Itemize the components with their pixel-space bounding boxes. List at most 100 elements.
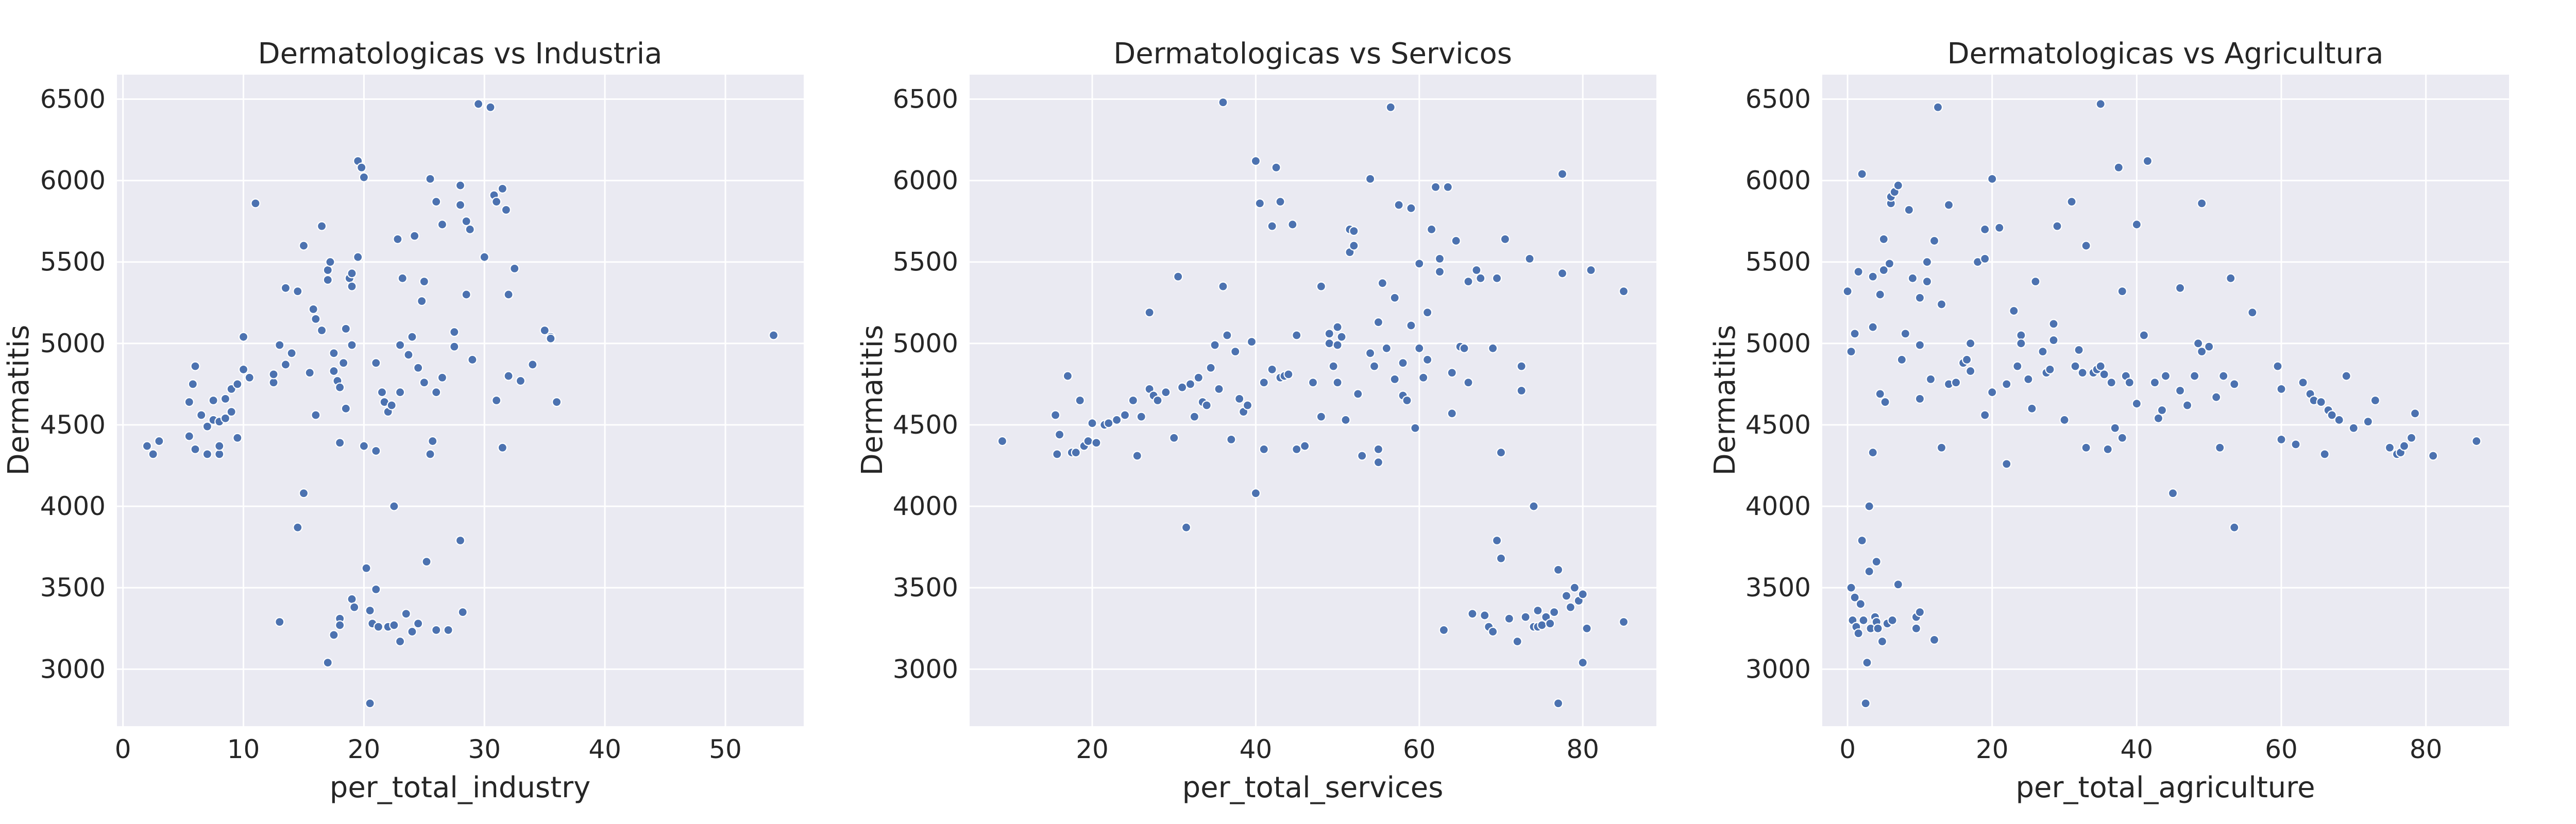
scatter-point <box>1965 366 1976 376</box>
scatter-point <box>437 372 448 383</box>
scatter-point <box>1427 224 1437 235</box>
scatter-point <box>1365 174 1376 184</box>
scatter-point <box>2023 374 2033 384</box>
scatter-point <box>1398 358 1408 368</box>
scatter-point <box>1328 361 1338 371</box>
scatter-point <box>1476 273 1486 283</box>
scatter-point <box>492 395 502 406</box>
scatter-point <box>1565 602 1575 612</box>
scatter-point <box>515 375 526 386</box>
x-tick-label: 10 <box>227 734 260 764</box>
scatter-point <box>208 395 218 406</box>
scatter-point <box>1618 286 1629 297</box>
scatter-point <box>323 658 333 668</box>
scatter-point <box>503 289 514 300</box>
scatter-point <box>425 174 435 184</box>
y-tick-label: 3500 <box>1745 573 1811 603</box>
scatter-point <box>1332 340 1343 350</box>
scatter-point <box>510 263 520 273</box>
scatter-point <box>1451 235 1461 246</box>
scatter-point <box>2117 286 2127 297</box>
scatter-point <box>1054 430 1065 440</box>
scatter-point <box>492 197 502 207</box>
scatter-point <box>275 616 285 627</box>
scatter-point <box>1850 592 1860 603</box>
scatter-point <box>1549 607 1560 617</box>
scatter-point <box>359 172 369 182</box>
y-tick-label: 6000 <box>893 166 958 196</box>
scatter-point <box>1467 609 1478 619</box>
scatter-point <box>329 348 339 358</box>
scatter-point <box>2175 283 2185 293</box>
scatter-point <box>1349 241 1359 251</box>
scatter-point <box>1267 221 1277 231</box>
scatter-point <box>353 252 363 262</box>
scatter-point <box>341 403 351 414</box>
scatter-point <box>2316 397 2326 407</box>
scatter-point <box>316 221 327 231</box>
scatter-point <box>2070 361 2080 371</box>
scatter-point <box>1980 224 1990 235</box>
scatter-point <box>1050 410 1061 420</box>
scatter-point <box>449 341 460 352</box>
y-tick-label: 6500 <box>40 84 106 114</box>
y-tick-labels: 3000 3500 4000 4500 5000 5500 6000 6500 <box>40 84 106 684</box>
scatter-point <box>1316 281 1326 291</box>
scatter-point <box>497 442 507 453</box>
scatter-point <box>1336 332 1347 342</box>
scatter-point <box>1868 271 1878 282</box>
scatter-point <box>2229 522 2240 533</box>
scatter-point <box>2363 417 2373 427</box>
scatter-point <box>220 393 231 404</box>
scatter-point <box>1922 277 1933 287</box>
scatter-point <box>293 286 303 297</box>
scatter-point <box>1173 271 1183 282</box>
scatter-point <box>1193 372 1204 383</box>
scatter-point <box>1871 556 1882 567</box>
scatter-point <box>226 407 236 417</box>
scatter-point <box>1887 615 1897 626</box>
scatter-point <box>1951 377 1961 388</box>
scatter-point <box>1300 441 1310 451</box>
scatter-point <box>2341 371 2351 381</box>
scatter-point <box>1430 182 1441 192</box>
scatter-point <box>2406 433 2417 443</box>
scatter-point <box>2045 364 2055 375</box>
scatter-point <box>2157 405 2167 416</box>
scatter-point <box>386 400 397 410</box>
scatter-point <box>1422 307 1433 318</box>
scatter-point <box>1904 204 1914 215</box>
scatter-point <box>2247 307 2258 318</box>
scatter-point <box>1846 347 1856 357</box>
scatter-point <box>461 216 471 227</box>
scatter-point <box>2012 361 2023 371</box>
scatter-point <box>1410 423 1420 433</box>
scatter-point <box>1259 444 1269 454</box>
scatter-point <box>1169 433 1179 443</box>
scatter-point <box>1520 612 1531 622</box>
scatter-point <box>461 289 471 300</box>
scatter-point <box>1553 698 1564 709</box>
scatter-point <box>497 183 507 194</box>
chart-title: Dermatologicas vs Agricultura <box>1947 37 2384 71</box>
scatter-point <box>311 410 321 420</box>
scatter-point <box>1161 387 1171 398</box>
scatter-point <box>1271 162 1281 173</box>
scatter-point <box>1488 343 1498 353</box>
scatter-point <box>1422 354 1433 365</box>
scatter-point <box>1914 293 1925 303</box>
scatter-point <box>220 413 231 423</box>
scatter-point <box>1512 636 1522 647</box>
scatter-point <box>1222 330 1232 340</box>
scatter-point <box>371 584 381 594</box>
scatter-point <box>1250 488 1261 499</box>
x-tick-labels: 0 20 40 60 80 <box>1839 734 2442 764</box>
scatter-point <box>202 421 212 432</box>
scatter-point <box>1071 448 1081 458</box>
scatter-point <box>2081 442 2091 453</box>
scatter-point <box>1459 343 1469 353</box>
scatter-point <box>347 281 357 291</box>
scatter-point <box>275 340 285 350</box>
scatter-point <box>373 622 384 632</box>
scatter-point <box>1377 278 1387 288</box>
